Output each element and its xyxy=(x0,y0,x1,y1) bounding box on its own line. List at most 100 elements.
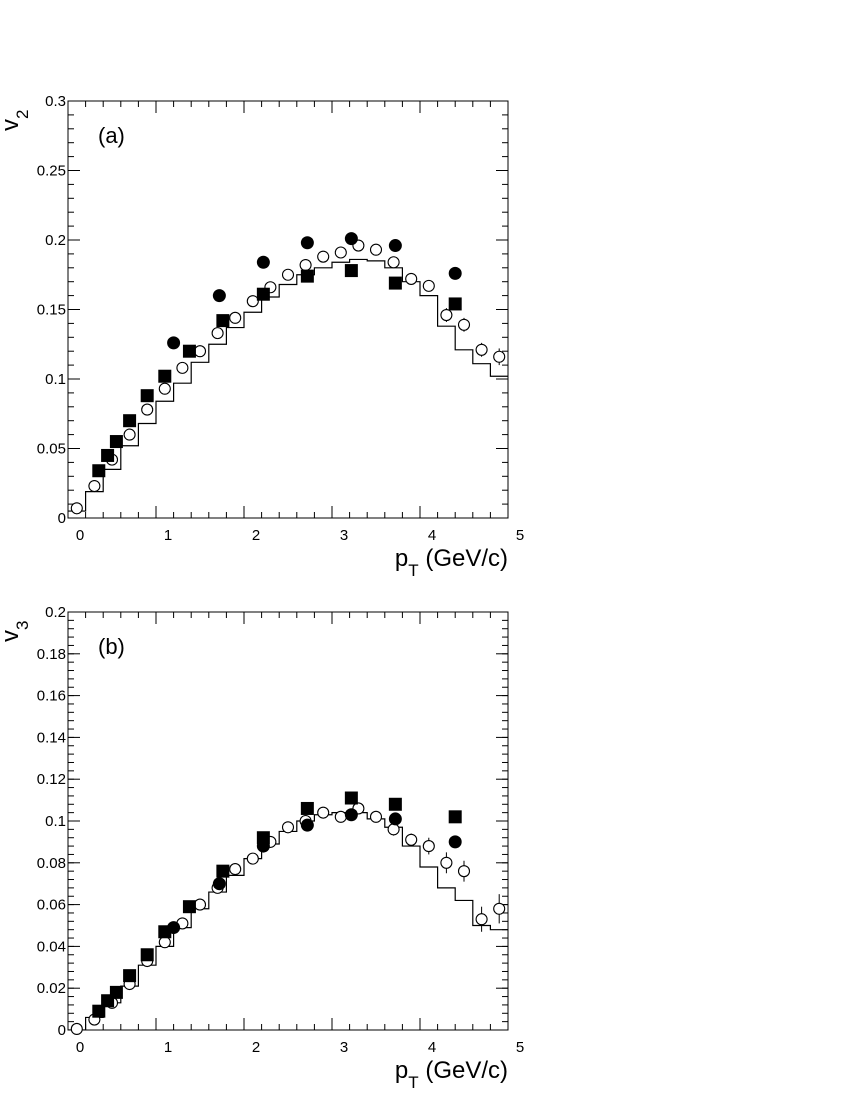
y-tick-label: 0.06 xyxy=(37,897,66,914)
x-tick-label: 0 xyxy=(76,527,84,544)
open-circle-point xyxy=(70,502,83,515)
filled-square-point xyxy=(388,276,402,290)
x-tick-label: 1 xyxy=(164,1039,172,1056)
open-circle-point xyxy=(141,403,154,416)
x-tick-label: 0 xyxy=(76,1039,84,1056)
open-circle-point xyxy=(281,821,295,834)
x-axis-title: pT (GeV/c) xyxy=(395,1057,508,1092)
filled-square-point xyxy=(140,948,154,962)
filled-circle-point xyxy=(344,232,358,246)
filled-circle-point xyxy=(256,839,270,853)
open-circle-point xyxy=(229,311,242,324)
y-axis-title: v2 xyxy=(0,110,32,131)
open-circle-point xyxy=(405,272,418,285)
y-tick-label: 0.15 xyxy=(37,302,66,319)
plot-frame xyxy=(67,611,509,1031)
open-circle-point xyxy=(211,327,224,340)
filled-square-point xyxy=(109,435,123,449)
open-circle-point xyxy=(475,343,488,356)
filled-circle-point xyxy=(167,921,181,935)
filled-square-point xyxy=(109,985,123,999)
panel-label: (b) xyxy=(98,634,125,659)
x-tick-label: 5 xyxy=(516,1039,524,1056)
y-tick-label: 0.1 xyxy=(45,371,66,388)
filled-circle-point xyxy=(344,808,358,822)
open-circle-point xyxy=(457,865,471,878)
filled-square-point xyxy=(158,369,172,383)
y-tick-label: 0.05 xyxy=(37,441,66,458)
open-circle-point xyxy=(457,318,471,331)
filled-circle-point xyxy=(167,336,181,350)
open-circle-point xyxy=(317,250,330,263)
y-tick-label: 0.2 xyxy=(45,604,66,621)
x-tick-label: 1 xyxy=(164,527,172,544)
filled-circle-point xyxy=(300,236,314,250)
filled-circle-point xyxy=(212,877,226,891)
open-circle-point xyxy=(334,810,347,823)
filled-circle-point xyxy=(448,266,462,280)
open-circle-point xyxy=(369,243,383,256)
filled-square-point xyxy=(216,864,230,878)
filled-square-point xyxy=(123,969,137,983)
y-tick-label: 0 xyxy=(58,510,66,527)
open-circle-point xyxy=(493,350,506,363)
filled-square-point xyxy=(300,801,314,815)
filled-circle-point xyxy=(388,239,402,253)
filled-square-point xyxy=(216,314,230,328)
open-circle-point xyxy=(70,1022,83,1036)
open-circle-point xyxy=(475,913,488,926)
open-circle-point xyxy=(387,823,400,836)
open-circle-point xyxy=(440,309,453,322)
open-circle-point xyxy=(88,479,101,493)
filled-square-point xyxy=(182,344,196,358)
panel-label: (a) xyxy=(98,123,125,148)
open-circle-point xyxy=(387,256,400,269)
open-circle-point xyxy=(317,806,330,819)
x-tick-label: 4 xyxy=(428,527,436,544)
filled-square-point xyxy=(448,810,462,824)
chart-panel-b: 0 1 2 3 4 5 0 0.02 0.04 0.06 0.08 0.1 0.12 0.14 0.16 0.… xyxy=(0,604,524,1092)
filled-square-point xyxy=(123,414,137,428)
y-tick-label: 0.04 xyxy=(37,938,66,955)
filled-square-point xyxy=(256,287,270,301)
y-tick-label: 0.18 xyxy=(37,646,66,663)
open-circle-point xyxy=(229,863,242,876)
filled-circle-point xyxy=(300,818,314,832)
filled-square-point xyxy=(344,264,358,278)
filled-square-point xyxy=(300,269,314,283)
x-tick-label: 5 xyxy=(516,527,524,544)
filled-circle-point xyxy=(388,812,402,826)
y-tick-label: 0.25 xyxy=(37,163,66,180)
y-tick-label: 0.2 xyxy=(45,232,66,249)
open-circle-point xyxy=(193,345,207,358)
x-tick-label: 2 xyxy=(252,527,260,544)
chart-panel-a: 0 1 2 3 4 5 0 0.05 0.1 0.15 0.2 0.25 0.3 v2 pT (GeV/c)… xyxy=(0,93,524,580)
open-circle-point xyxy=(299,258,312,272)
y-tick-label: 0.3 xyxy=(45,93,66,110)
filled-square-point xyxy=(388,797,402,811)
y-tick-label: 0.08 xyxy=(37,855,66,872)
open-circle-point xyxy=(158,382,171,395)
open-circle-point xyxy=(176,361,189,374)
open-circle-point xyxy=(422,840,435,853)
x-tick-label: 2 xyxy=(252,1039,260,1056)
y-tick-label: 0.12 xyxy=(37,771,66,788)
open-circle-point xyxy=(493,902,506,915)
filled-square-point xyxy=(344,791,358,805)
filled-square-point xyxy=(92,464,106,478)
open-circle-point xyxy=(440,856,453,869)
model-step-line xyxy=(68,812,508,1030)
y-tick-label: 0.14 xyxy=(37,729,66,746)
filled-circle-point xyxy=(256,255,270,269)
open-circle-point xyxy=(246,295,259,308)
y-tick-label: 0.16 xyxy=(37,688,66,705)
open-circle-point xyxy=(281,268,295,281)
filled-square-point xyxy=(92,1004,106,1018)
filled-circle-point xyxy=(212,289,226,303)
open-circle-point xyxy=(246,852,259,865)
open-circle-point xyxy=(422,279,435,292)
y-tick-label: 0 xyxy=(58,1022,66,1039)
open-circle-point xyxy=(193,898,207,911)
open-circle-point xyxy=(123,428,136,441)
